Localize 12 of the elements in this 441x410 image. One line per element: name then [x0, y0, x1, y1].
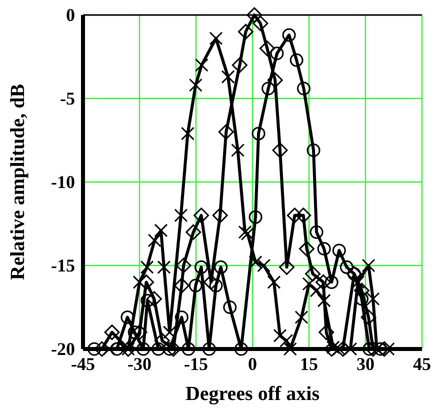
x-tick-label: 30: [356, 354, 374, 374]
y-tick-label: -15: [51, 255, 75, 276]
x-axis-title: Degrees off axis: [185, 383, 320, 405]
x-tick-label: -15: [184, 354, 208, 374]
y-tick-label: -5: [60, 88, 75, 108]
y-tick-label: -10: [51, 172, 75, 192]
y-tick-label: 0: [66, 4, 75, 25]
x-tick-label: 0: [248, 354, 257, 374]
x-tick-label: -30: [128, 354, 152, 374]
y-axis-title: Relative amplitude, dB: [7, 84, 29, 280]
x-tick-label: 15: [300, 354, 318, 374]
x-tick-label: 45: [413, 354, 431, 374]
